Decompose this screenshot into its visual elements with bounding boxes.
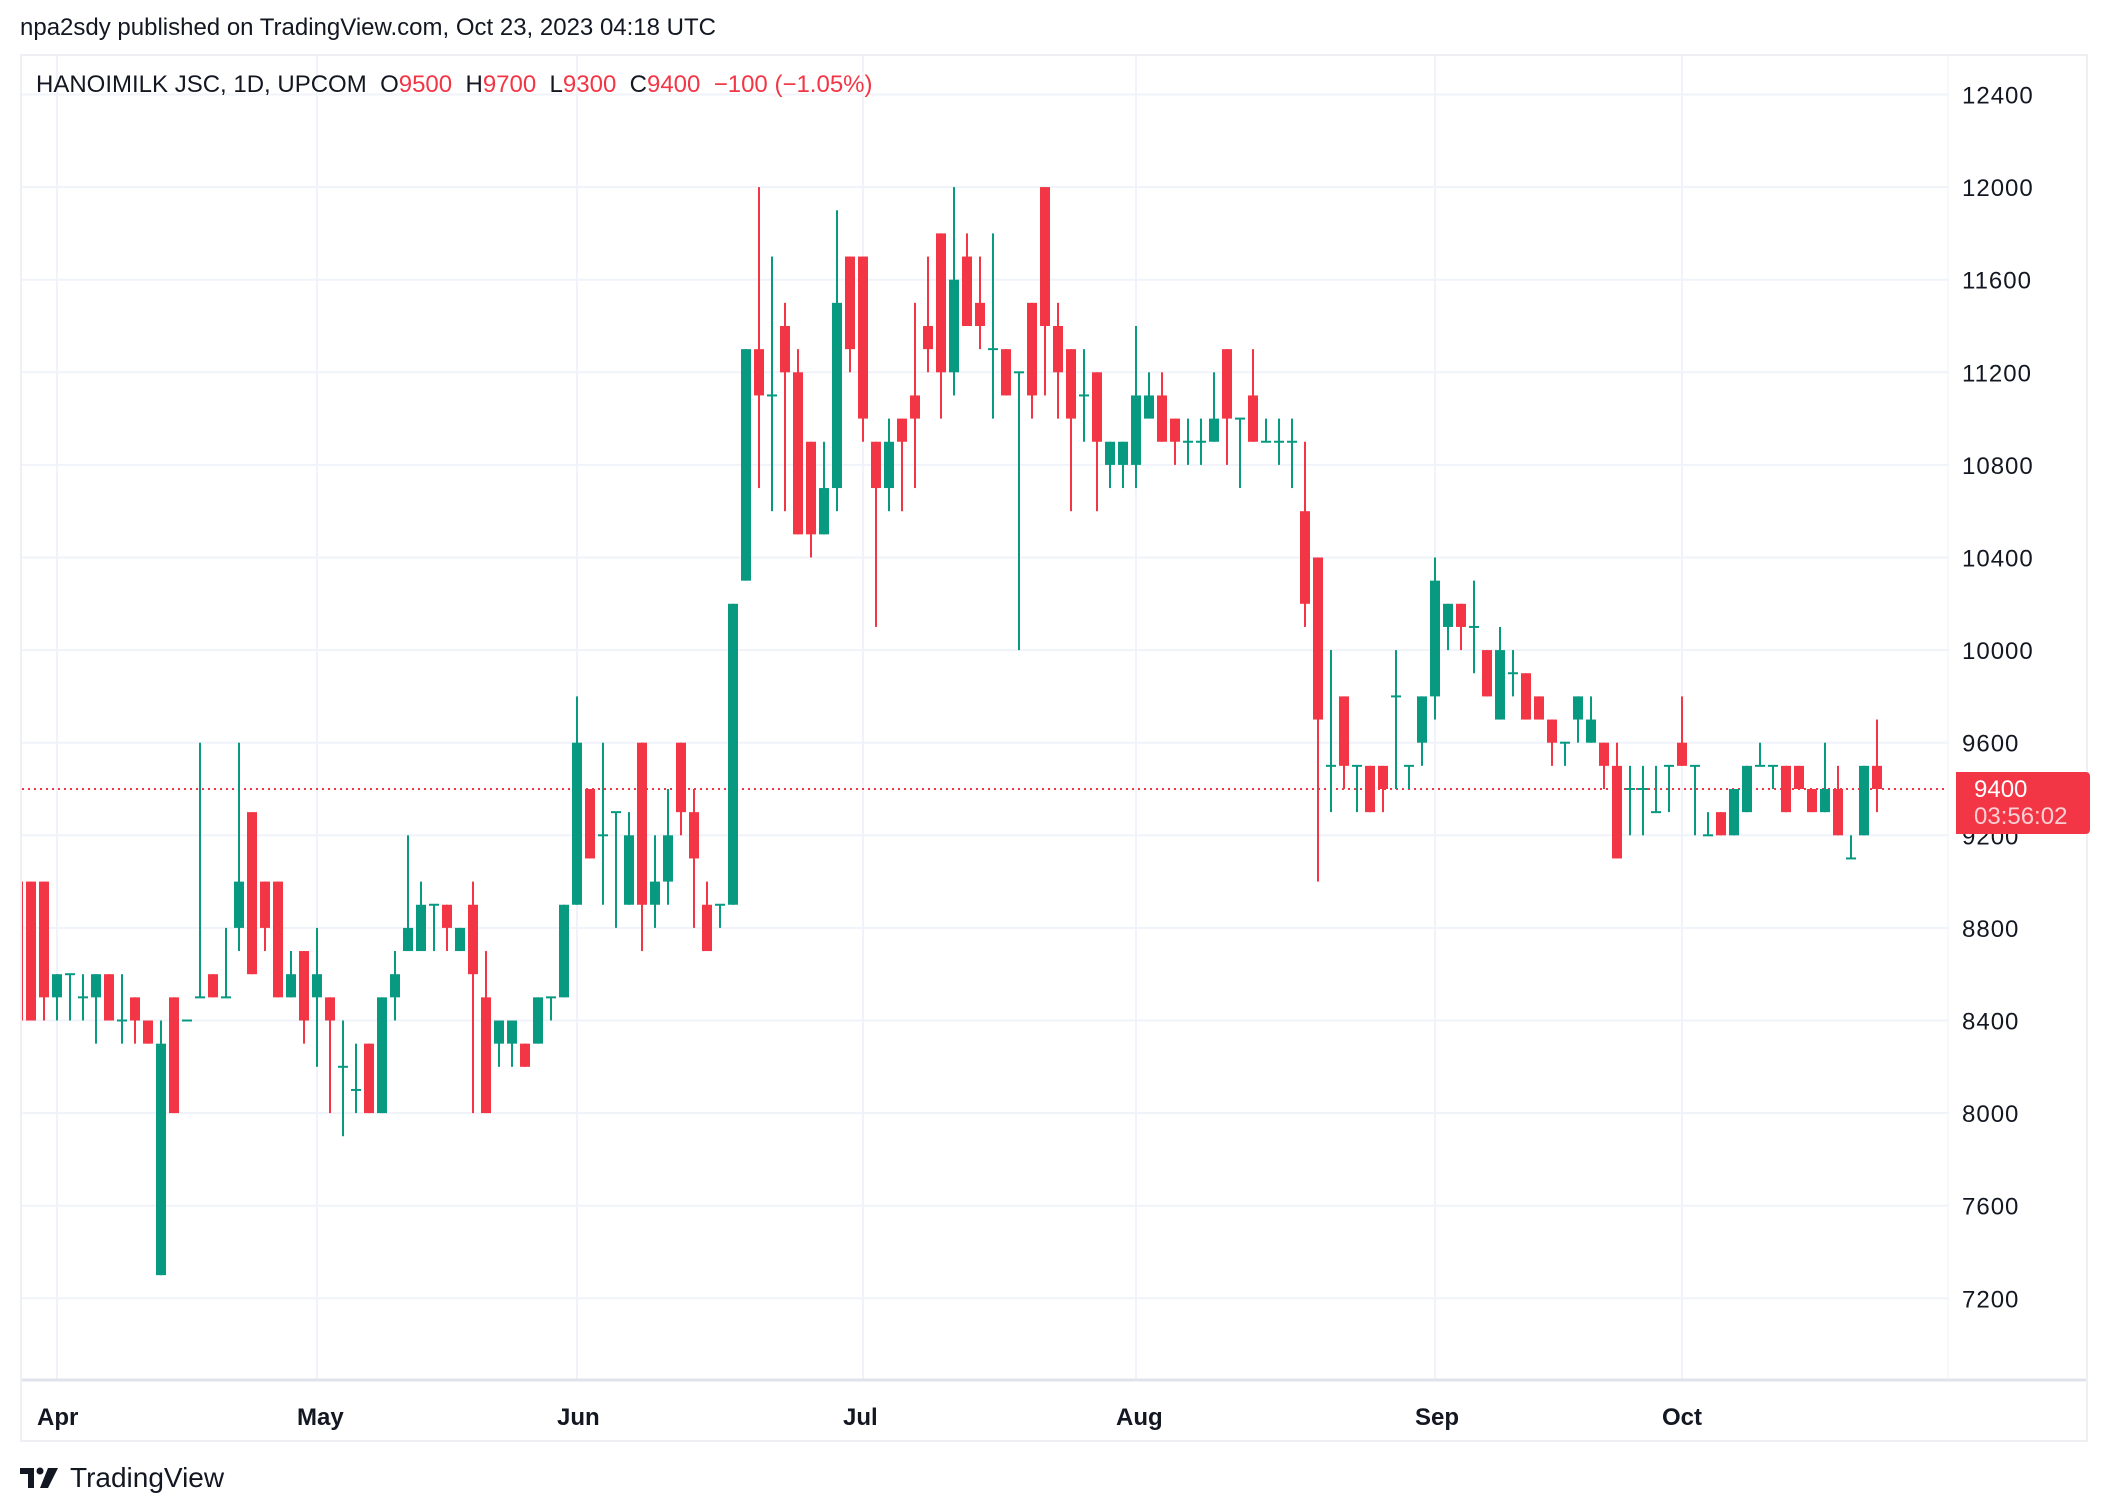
chart-frame	[20, 54, 2088, 1442]
change-value: −100 (−1.05%)	[713, 71, 873, 98]
grid-lines	[22, 56, 1948, 1380]
bar-countdown: 03:56:02	[1974, 803, 2068, 830]
svg-text:Sep: Sep	[1415, 1404, 1459, 1431]
svg-text:12000: 12000	[1962, 175, 2034, 202]
svg-text:8400: 8400	[1962, 1009, 2019, 1036]
tradingview-brand: TradingView	[70, 1462, 225, 1493]
last-price-tag: 9400 03:56:02	[1956, 772, 2090, 834]
svg-text:8800: 8800	[1962, 916, 2019, 943]
high-value: 9700	[482, 71, 537, 98]
low-value: 9300	[562, 71, 617, 98]
svg-text:Apr: Apr	[37, 1404, 78, 1431]
close-label: C	[629, 71, 647, 98]
svg-text:9600: 9600	[1962, 731, 2019, 758]
symbol-title: HANOIMILK JSC, 1D, UPCOM	[36, 71, 367, 98]
tradingview-logo-icon	[20, 1467, 58, 1488]
svg-text:8000: 8000	[1962, 1101, 2019, 1128]
svg-text:Aug: Aug	[1116, 1404, 1163, 1431]
svg-text:May: May	[297, 1404, 344, 1431]
svg-text:7600: 7600	[1962, 1194, 2019, 1221]
axes: 12400 12000 11600 11200 10800 10400 10000 9600 9…	[22, 56, 2086, 1431]
svg-text:10800: 10800	[1962, 453, 2034, 480]
symbol-legend: HANOIMILK JSC, 1D, UPCOM O9500 H9700 L93…	[36, 71, 873, 99]
high-label: H	[465, 71, 483, 98]
open-value: 9500	[398, 71, 453, 98]
low-label: L	[549, 71, 563, 98]
svg-text:Oct: Oct	[1662, 1404, 1702, 1431]
svg-text:7200: 7200	[1962, 1286, 2019, 1313]
svg-text:Jun: Jun	[557, 1404, 600, 1431]
tradingview-logo[interactable]: TradingView	[20, 1462, 224, 1494]
last-price-value: 9400	[1974, 776, 2028, 803]
svg-text:12400: 12400	[1962, 83, 2034, 110]
candles	[22, 187, 1882, 1276]
svg-text:10000: 10000	[1962, 638, 2034, 665]
svg-text:Jul: Jul	[843, 1404, 878, 1431]
svg-text:10400: 10400	[1962, 546, 2034, 573]
close-value: 9400	[646, 71, 701, 98]
svg-text:11200: 11200	[1962, 360, 2032, 387]
svg-text:11600: 11600	[1962, 268, 2032, 295]
open-label: O	[380, 71, 399, 98]
publish-info: npa2sdy published on TradingView.com, Oc…	[20, 14, 716, 41]
